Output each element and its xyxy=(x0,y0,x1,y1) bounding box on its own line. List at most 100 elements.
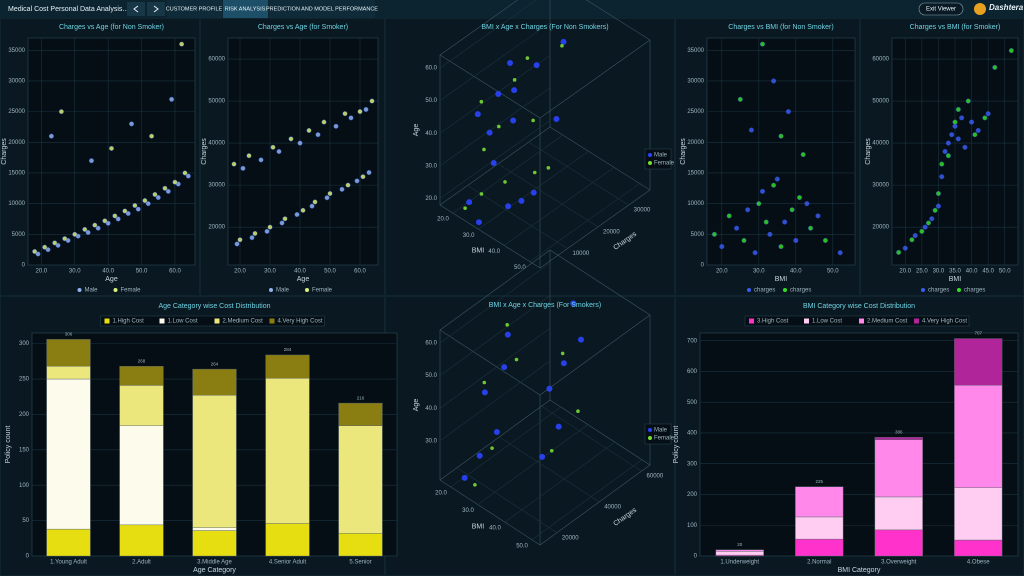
data-point xyxy=(741,237,747,243)
data-point xyxy=(760,41,766,47)
bar-segment xyxy=(874,439,923,498)
tab-label[interactable]: CUSTOMER PROFILE xyxy=(166,6,223,12)
bar-segment xyxy=(46,339,91,367)
panel xyxy=(385,18,675,296)
data-point xyxy=(55,242,61,248)
tab[interactable] xyxy=(269,0,375,18)
tab-active[interactable] xyxy=(223,0,268,18)
data-point xyxy=(992,64,998,70)
y-tick-label: 10000 xyxy=(8,201,25,207)
x-axis-label: Age xyxy=(413,399,420,412)
x-tick-label: 60.0 xyxy=(425,66,437,72)
data-point xyxy=(902,245,908,251)
data-point xyxy=(955,136,961,142)
data-point xyxy=(258,157,264,163)
data-point xyxy=(342,111,348,117)
data-point xyxy=(495,91,502,98)
chart-title: Charges vs BMI (for Smoker) xyxy=(910,24,1001,31)
chart-title: Charges vs Age (for Smoker) xyxy=(258,24,348,31)
bar-segment xyxy=(795,486,844,518)
plot-area xyxy=(227,37,379,266)
data-point xyxy=(62,236,68,242)
data-point xyxy=(132,202,138,208)
grid-line xyxy=(439,120,551,199)
data-point xyxy=(493,429,500,436)
data-point xyxy=(231,161,237,167)
x-tick-label: 60.0 xyxy=(354,269,366,275)
y-tick-label: 100 xyxy=(687,523,698,529)
exit-button[interactable] xyxy=(918,2,964,16)
data-point xyxy=(179,41,185,47)
tab-label[interactable]: RISK ANALYSIS xyxy=(225,6,266,12)
data-point xyxy=(549,449,554,453)
tab-label[interactable]: PREDICTION AND MODEL PERFORMANCE xyxy=(266,6,378,12)
grid-line xyxy=(450,406,561,488)
data-point xyxy=(152,191,158,197)
legend-label: Female xyxy=(312,288,333,294)
x-axis-label: Age xyxy=(105,276,118,283)
x-tick-label: 40.0 xyxy=(790,269,802,275)
x-tick-label: 30.0 xyxy=(425,163,437,169)
nav-forward[interactable] xyxy=(147,2,165,16)
data-point xyxy=(785,109,791,115)
x-tick-label: 35.0 xyxy=(949,269,961,275)
data-point xyxy=(345,182,351,188)
data-point xyxy=(767,231,773,237)
data-point xyxy=(560,43,564,48)
y-tick-label: 0 xyxy=(701,263,705,269)
data-point xyxy=(560,351,565,356)
data-point xyxy=(490,446,494,450)
grid-line xyxy=(504,441,616,523)
legend-marker xyxy=(783,288,787,292)
legend-label: charges xyxy=(928,288,949,294)
data-point xyxy=(88,158,94,164)
legend-label: Male xyxy=(276,288,290,294)
data-point xyxy=(482,147,486,152)
legend-swatch xyxy=(859,318,864,324)
data-point xyxy=(942,148,948,154)
data-point xyxy=(264,228,270,234)
data-point xyxy=(145,201,151,207)
data-point xyxy=(560,360,567,367)
data-point xyxy=(525,56,530,60)
data-point xyxy=(778,133,784,139)
tab[interactable] xyxy=(167,0,222,18)
grid-line xyxy=(499,436,600,503)
y-tick-label: 25000 xyxy=(687,109,704,115)
legend-label: 1.Low Cost xyxy=(168,319,198,325)
y-tick-label: 100 xyxy=(19,483,30,489)
data-point xyxy=(169,96,175,102)
y-axis-label: Charges xyxy=(865,138,872,165)
y-tick-label: 30.0 xyxy=(462,508,474,514)
bar-segment xyxy=(46,528,91,557)
data-point xyxy=(959,115,965,121)
data-point xyxy=(475,219,482,226)
data-point xyxy=(972,132,978,138)
data-point xyxy=(771,78,777,84)
data-point xyxy=(748,127,754,133)
bar-segment xyxy=(795,516,844,540)
bar-total-label: 20 xyxy=(737,542,743,547)
data-point xyxy=(85,229,91,235)
data-point xyxy=(185,173,191,179)
legend-label: 1.High Cost xyxy=(113,319,145,325)
nav-back[interactable] xyxy=(127,2,145,16)
exit-label[interactable]: Exit Viewer xyxy=(926,7,956,13)
x-tick-label: 20.0 xyxy=(36,269,48,275)
x-axis-label: BMI Category xyxy=(838,567,881,574)
x-tick-label: 50.0 xyxy=(999,269,1011,275)
y-axis-label: Policy count xyxy=(673,426,680,464)
data-point xyxy=(539,453,546,460)
x-tick-label: 50.0 xyxy=(324,269,336,275)
bar-total-label: 225 xyxy=(815,479,823,484)
bar-segment xyxy=(874,529,923,557)
z-tick-label: 30000 xyxy=(634,208,651,214)
bar-segment xyxy=(954,487,1003,541)
bar-segment xyxy=(119,385,164,426)
y-tick-label: 50 xyxy=(22,518,29,524)
y-tick-label: 35000 xyxy=(8,48,25,54)
legend-swatch xyxy=(214,318,220,324)
data-point xyxy=(778,244,784,250)
data-point xyxy=(461,474,468,481)
bar-segment xyxy=(954,539,1003,557)
